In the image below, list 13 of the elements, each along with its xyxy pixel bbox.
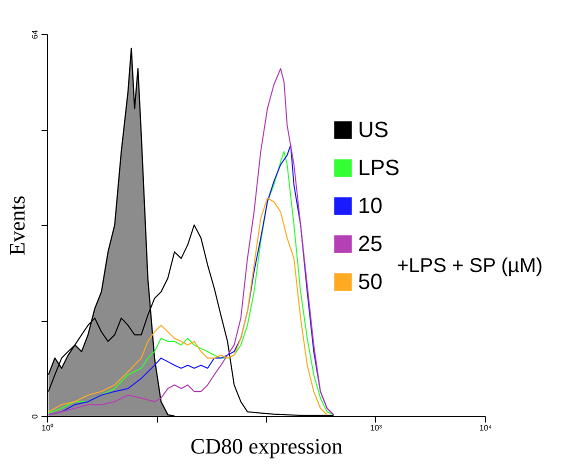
x-tick-label: 10⁰ xyxy=(42,424,54,432)
annotation: +LPS + SP (µM) xyxy=(397,255,543,277)
x-tick-label: 10³ xyxy=(370,424,382,432)
y-tick-label: 64 xyxy=(30,30,40,39)
legend-label: 10 xyxy=(358,193,382,218)
x-axis-title: CD80 expression xyxy=(190,434,343,458)
legend-label: 50 xyxy=(358,269,382,294)
x-tick-label: 10⁴ xyxy=(479,424,492,432)
legend-label: US xyxy=(358,117,389,142)
y-axis-title: Events xyxy=(4,196,30,256)
legend-label: 25 xyxy=(358,231,382,256)
legend-label: LPS xyxy=(358,155,400,180)
y-tick-label: 0 xyxy=(30,414,40,419)
